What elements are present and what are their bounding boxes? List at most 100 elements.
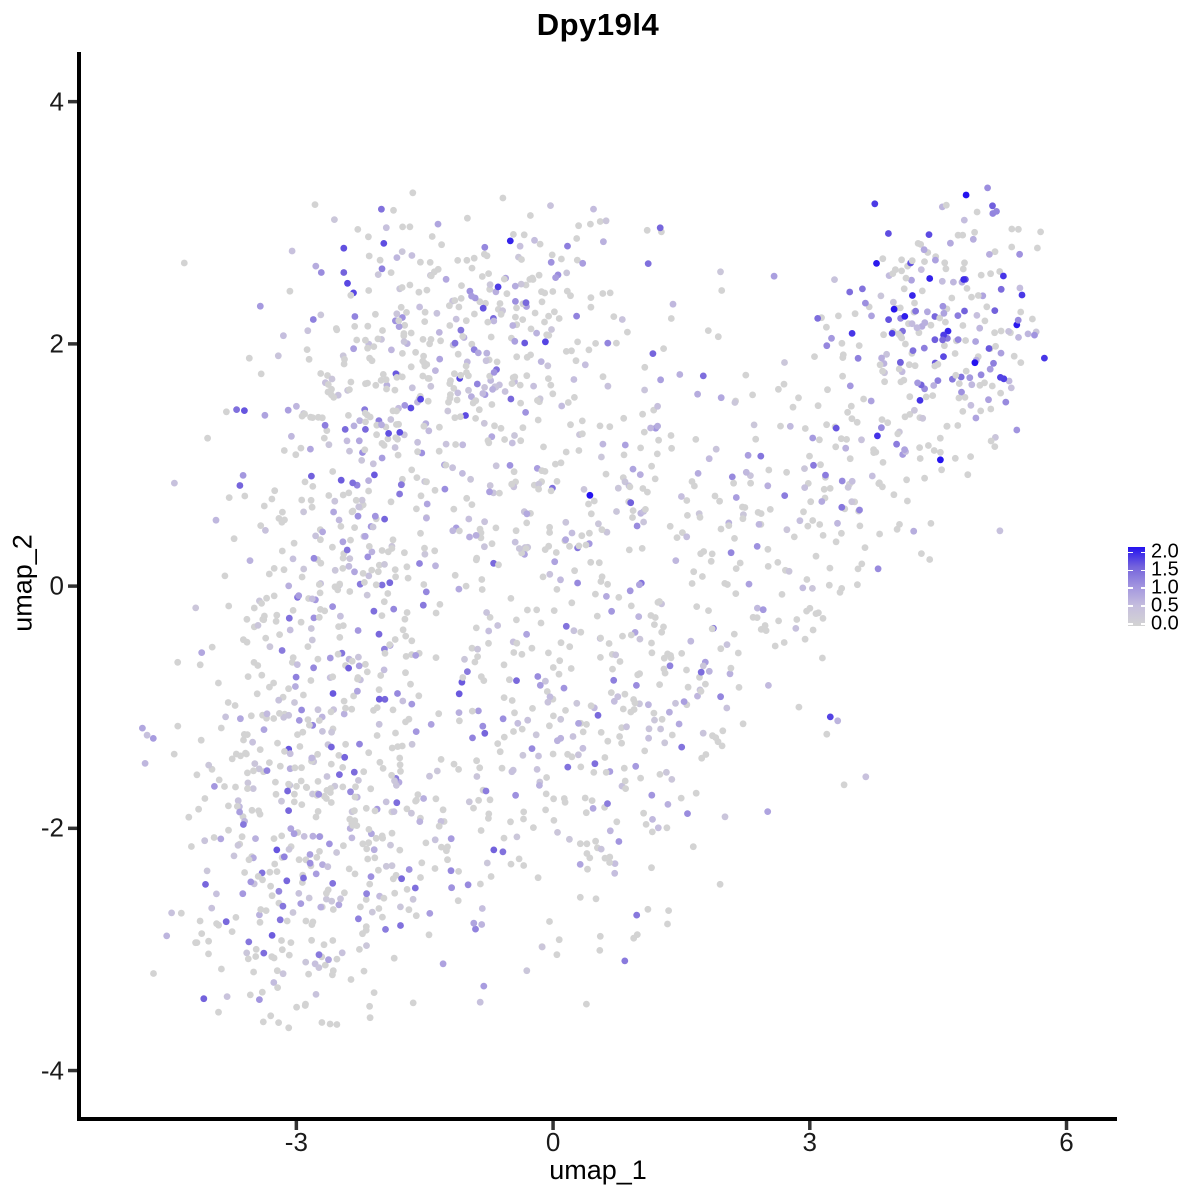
scatter-point (255, 765, 263, 773)
scatter-point (450, 385, 458, 392)
scatter-point (315, 717, 323, 724)
scatter-point (278, 946, 286, 954)
scatter-point (304, 716, 312, 723)
scatter-point (485, 439, 493, 447)
scatter-point (868, 472, 876, 480)
scatter-point (552, 274, 559, 281)
scatter-point (819, 532, 827, 539)
scatter-point (856, 522, 864, 530)
scatter-point (573, 699, 581, 707)
scatter-point (258, 988, 266, 996)
scatter-point (537, 619, 545, 627)
scatter-point (324, 381, 332, 388)
scatter-point (885, 230, 892, 237)
scatter-point (141, 760, 149, 767)
scatter-point (312, 262, 320, 270)
scatter-point (473, 773, 481, 780)
scatter-point (541, 468, 549, 475)
scatter-point (293, 782, 300, 790)
scatter-point (888, 330, 896, 337)
scatter-point (563, 287, 571, 295)
scatter-point (196, 917, 204, 925)
scatter-point (742, 468, 750, 476)
scatter-point (876, 530, 883, 538)
scatter-point (630, 934, 638, 942)
scatter-point (934, 360, 942, 368)
scatter-point (325, 441, 333, 449)
scatter-point (335, 901, 343, 909)
scatter-point (351, 524, 358, 531)
scatter-point (305, 970, 312, 978)
scatter-point (364, 553, 372, 561)
scatter-point (590, 205, 597, 213)
scatter-point (315, 790, 323, 798)
scatter-point (431, 547, 439, 555)
scatter-point (500, 275, 508, 283)
scatter-point (620, 764, 628, 772)
scatter-point (648, 462, 655, 470)
scatter-point (347, 788, 354, 796)
scatter-point (439, 806, 447, 814)
scatter-point (462, 317, 470, 325)
scatter-point (520, 815, 527, 823)
scatter-point (876, 361, 884, 369)
scatter-point (677, 794, 685, 802)
scatter-point (388, 744, 396, 752)
scatter-point (422, 839, 430, 847)
scatter-point (770, 272, 778, 280)
scatter-point (613, 818, 621, 826)
scatter-point (699, 372, 707, 380)
scatter-point (386, 641, 394, 649)
scatter-point (535, 271, 543, 279)
scatter-point (381, 649, 389, 657)
scatter-point (256, 911, 263, 919)
scatter-point (372, 381, 380, 389)
scatter-point (351, 793, 359, 801)
scatter-point (536, 240, 544, 248)
scatter-point (654, 599, 662, 606)
scatter-point (317, 370, 325, 377)
scatter-point (496, 748, 504, 756)
scatter-point (648, 639, 655, 647)
scatter-point (585, 500, 592, 508)
scatter-point (391, 444, 399, 451)
scatter-point (286, 626, 294, 634)
scatter-point (346, 386, 353, 393)
scatter-point (538, 943, 546, 951)
scatter-point (378, 421, 385, 429)
scatter-point (672, 699, 679, 707)
scatter-point (402, 653, 410, 660)
scatter-point (546, 529, 553, 536)
scatter-point (506, 676, 513, 684)
scatter-point (365, 252, 373, 260)
scatter-point (482, 787, 490, 795)
scatter-point (403, 609, 411, 616)
legend-break-tick (1128, 551, 1133, 554)
scatter-point (260, 502, 268, 510)
scatter-point (339, 538, 347, 546)
scatter-point (459, 441, 467, 449)
scatter-point (371, 471, 378, 479)
scatter-point (801, 425, 809, 432)
scatter-point (562, 448, 570, 456)
scatter-point (382, 926, 389, 933)
scatter-point (951, 454, 959, 462)
scatter-point (380, 598, 388, 606)
scatter-point (936, 314, 944, 322)
scatter-point (300, 691, 307, 699)
scatter-point (596, 932, 604, 940)
scatter-point (757, 452, 765, 460)
scatter-point (745, 580, 753, 588)
scatter-point (285, 846, 293, 853)
scatter-point (210, 834, 218, 841)
scatter-point (420, 581, 428, 588)
scatter-point (391, 777, 398, 785)
scatter-point (316, 848, 323, 855)
scatter-point (575, 542, 583, 550)
scatter-point (217, 724, 225, 732)
scatter-point (398, 875, 405, 883)
scatter-point (901, 313, 909, 320)
scatter-point (848, 477, 856, 485)
scatter-point (241, 869, 249, 876)
scatter-point (499, 715, 507, 723)
